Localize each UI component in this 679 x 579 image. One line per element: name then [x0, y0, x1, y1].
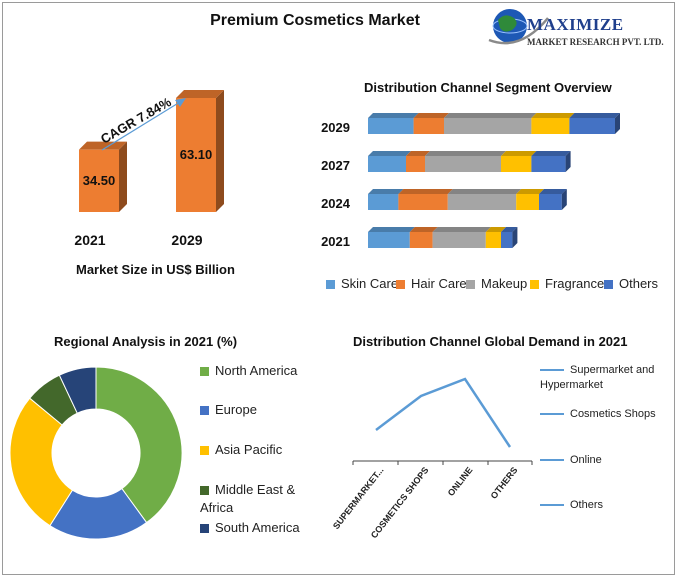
- bar-segment-top: [398, 189, 453, 194]
- bar-segment: [531, 118, 570, 134]
- legend-item: Europe: [200, 402, 257, 417]
- legend-item: Others: [604, 276, 658, 291]
- bar-segment: [368, 156, 406, 172]
- tick-label: 2021: [74, 232, 105, 248]
- bar: [176, 98, 216, 212]
- bar-side: [216, 90, 224, 212]
- bar-segment-top: [368, 227, 415, 232]
- bar-segment-top: [531, 151, 571, 156]
- bar-side: [119, 141, 127, 212]
- tick-label: 2021: [321, 234, 350, 249]
- logo-tagline: MARKET RESEARCH PVT. LTD.: [527, 37, 664, 47]
- donut-slice: [9, 397, 74, 527]
- cagr-arrow: [101, 101, 181, 151]
- bar-segment-top: [501, 151, 537, 156]
- bar-segment-top: [409, 227, 438, 232]
- bar-value-label: 34.50: [83, 173, 116, 188]
- bar-segment-top: [501, 227, 518, 232]
- tick-label: 2024: [321, 196, 351, 211]
- donut-slice: [58, 366, 97, 414]
- bar-segment: [432, 232, 486, 248]
- donut-slice: [95, 366, 183, 524]
- bar-segment-top: [406, 151, 430, 156]
- bar-top: [79, 141, 127, 150]
- tick-label: 2029: [321, 120, 350, 135]
- page-title: Premium Cosmetics Market: [210, 12, 420, 29]
- bar-segment: [501, 156, 532, 172]
- legend-item: Asia Pacific: [200, 442, 282, 457]
- legend-item: Hair Care: [396, 276, 467, 291]
- bar-segment: [413, 118, 444, 134]
- legend-item: Online: [540, 454, 602, 466]
- bar: [79, 149, 119, 212]
- logo-name: MAXIMIZE: [527, 15, 624, 34]
- segment-chart-title: Distribution Channel Segment Overview: [364, 80, 612, 95]
- legend-item: North America: [200, 363, 297, 378]
- bar-segment: [501, 232, 513, 248]
- legend-item: Cosmetics Shops: [540, 408, 656, 420]
- tick-label: 2027: [321, 158, 350, 173]
- market-size-axis-label: Market Size in US$ Billion: [76, 262, 235, 277]
- legend-item: Fragrance: [530, 276, 604, 291]
- bar-segment: [485, 232, 501, 248]
- bar-segment-top: [531, 113, 575, 118]
- bar-end-side: [615, 113, 620, 134]
- bar-segment: [368, 232, 410, 248]
- bar-segment: [425, 156, 501, 172]
- bar-value-label: 63.10: [180, 147, 213, 162]
- bar-segment-top: [425, 151, 506, 156]
- bar-segment: [444, 118, 532, 134]
- bar-segment: [539, 194, 562, 210]
- tick-label: 2029: [171, 232, 202, 248]
- bar-segment-top: [368, 151, 411, 156]
- legend-item: Makeup: [466, 276, 527, 291]
- legend-item: Skin Care: [326, 276, 398, 291]
- regional-chart-title: Regional Analysis in 2021 (%): [54, 334, 238, 349]
- bar-segment: [409, 232, 433, 248]
- bar-segment-top: [569, 113, 620, 118]
- bar-segment-top: [444, 113, 537, 118]
- legend-item: South America: [200, 520, 300, 535]
- bar-segment: [368, 118, 414, 134]
- bar-segment-top: [447, 189, 522, 194]
- bar-segment-top: [485, 227, 506, 232]
- bar-segment: [531, 156, 566, 172]
- bar-segment: [368, 194, 399, 210]
- bar-end-side: [512, 227, 518, 248]
- bar-segment: [398, 194, 448, 210]
- bar-top: [176, 90, 224, 98]
- arrow-head-icon: [175, 98, 186, 107]
- legend-item: Supermarket and Hypermarket: [540, 364, 655, 391]
- bar-segment-top: [368, 113, 419, 118]
- legend-item: Middle East & Africa: [200, 482, 296, 515]
- bar-segment-top: [432, 227, 491, 232]
- bar-segment: [516, 194, 539, 210]
- tick-label: ONLINE: [446, 465, 475, 498]
- bar-segment: [447, 194, 517, 210]
- bar-segment-top: [516, 189, 544, 194]
- tick-label: SUPERMARKET...: [331, 465, 386, 531]
- tick-label: OTHERS: [489, 465, 520, 501]
- legend-item: Others: [540, 499, 603, 511]
- demand-chart-title: Distribution Channel Global Demand in 20…: [353, 334, 628, 349]
- bar-segment-top: [539, 189, 567, 194]
- bar-end-side: [561, 189, 567, 210]
- bar-segment-top: [368, 189, 404, 194]
- bar-segment-top: [413, 113, 449, 118]
- bar-end-side: [565, 151, 571, 172]
- bar-segment: [569, 118, 615, 134]
- bar-segment: [406, 156, 425, 172]
- series-line: [375, 377, 512, 448]
